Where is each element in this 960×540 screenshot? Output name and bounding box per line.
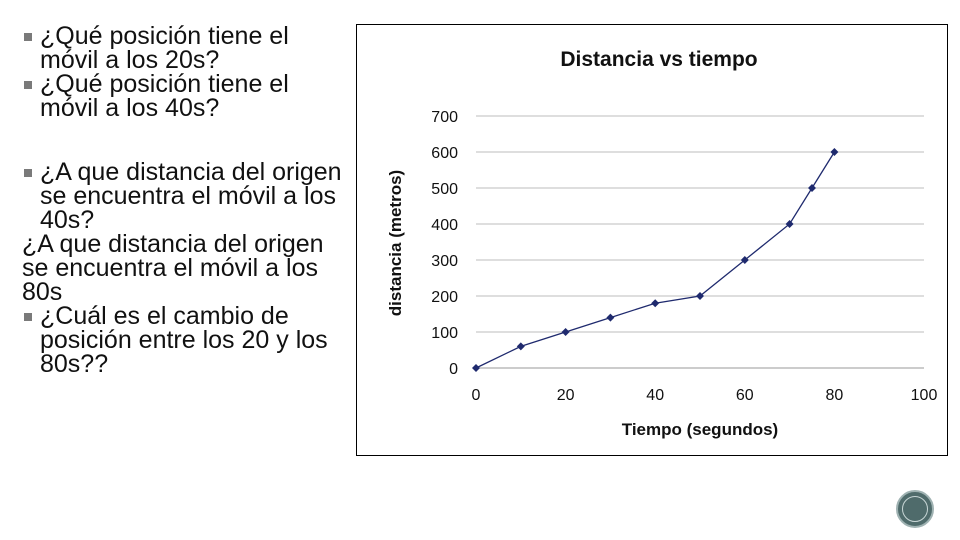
y-tick-label: 400 [431,217,458,234]
y-tick-label: 300 [431,253,458,270]
bullet-square-icon [24,33,32,41]
x-tick-label: 40 [646,387,664,404]
y-tick-label: 600 [431,145,458,162]
y-tick-label: 700 [431,109,458,126]
bullet-square-icon [24,313,32,321]
question-item: ¿Qué posición tiene el móvil a los 20s? [22,22,342,74]
question-text: ¿Qué posición tiene el móvil a los 20s? [40,22,289,74]
questions-panel: ¿Qué posición tiene el móvil a los 20s? … [22,22,342,378]
x-axis-label: Tiempo (segundos) [622,420,778,439]
x-tick-label: 0 [472,387,481,404]
question-item: ¿A que distancia del origen se encuentra… [22,158,342,234]
series-line [475,151,835,369]
distance-time-chart: Distancia vs tiempo distancia (metros) T… [386,48,938,439]
data-point [808,184,816,192]
y-tick-label: 100 [431,325,458,342]
bullet-square-icon [24,169,32,177]
question-item: ¿Cuál es el cambio de posición entre los… [22,302,342,378]
chart-title: Distancia vs tiempo [560,48,757,71]
question-item: ¿A que distancia del origen se encuentra… [22,230,342,306]
data-point [830,148,839,156]
y-tick-label: 500 [431,181,458,198]
y-tick-label: 0 [449,361,458,378]
nav-circle-button[interactable] [896,490,934,528]
question-text: ¿A que distancia del origen se encuentra… [40,158,342,234]
y-tick-label: 200 [431,289,458,306]
data-point [651,299,660,308]
bullet-square-icon [24,81,32,89]
y-axis-label: distancia (metros) [386,170,405,316]
data-point [785,220,794,228]
data-point [606,313,615,322]
question-text: ¿Qué posición tiene el móvil a los 40s? [40,70,289,122]
data-point [561,328,570,336]
x-tick-label: 20 [557,387,575,404]
question-item: ¿Qué posición tiene el móvil a los 40s? [22,70,342,122]
x-tick-label: 80 [826,387,844,404]
x-tick-label: 60 [736,387,754,404]
question-text: ¿A que distancia del origen se encuentra… [22,230,324,306]
chart-container: Distancia vs tiempo distancia (metros) T… [356,24,948,456]
data-point [472,364,480,372]
data-point [740,256,749,264]
question-text: ¿Cuál es el cambio de posición entre los… [40,302,328,378]
data-point [696,292,704,300]
data-point [516,342,525,351]
x-tick-label: 100 [911,387,938,404]
